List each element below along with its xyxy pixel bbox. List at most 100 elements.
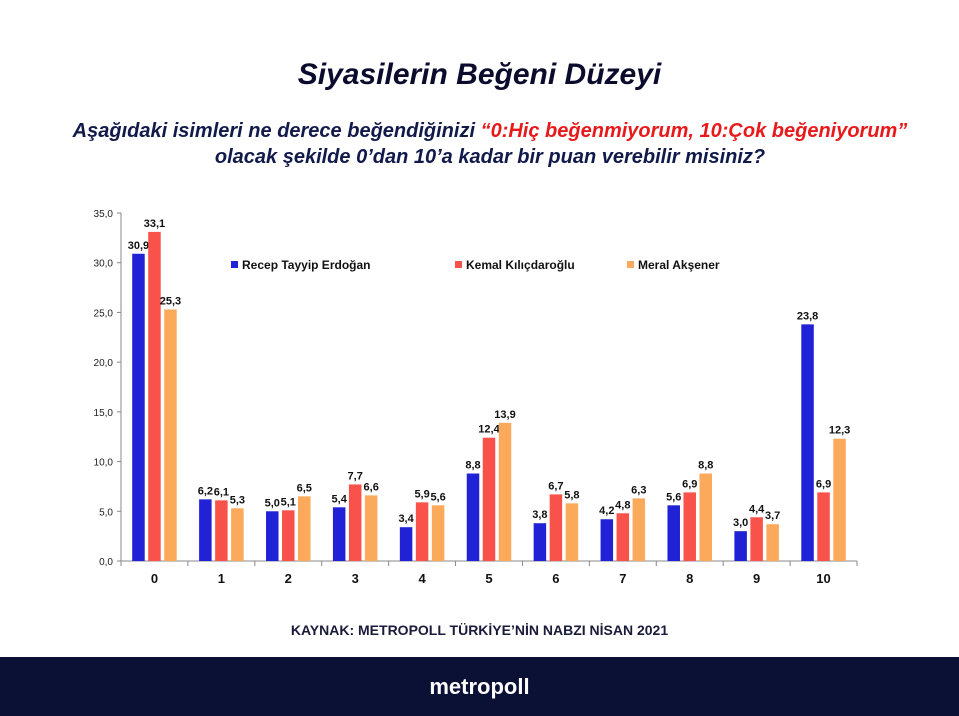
bar [600, 519, 614, 561]
x-tick-label: 2 [285, 571, 292, 586]
bar [348, 484, 362, 561]
bar [699, 473, 712, 561]
data-label: 6,6 [364, 481, 379, 493]
y-tick-label: 10,0 [94, 458, 114, 469]
data-label: 6,9 [682, 478, 697, 490]
data-label: 3,7 [765, 510, 780, 522]
legend-swatch [455, 261, 462, 268]
bar [683, 492, 696, 561]
y-tick-label: 5,0 [99, 507, 113, 518]
data-label: 5,3 [230, 494, 245, 506]
bar [466, 473, 480, 561]
data-label: 12,3 [829, 425, 850, 437]
data-label: 5,6 [430, 491, 445, 503]
question-part1: Aşağıdaki isimleri ne derece beğendiğini… [72, 120, 481, 142]
legend-swatch [231, 261, 238, 268]
data-label: 6,1 [214, 486, 229, 498]
data-label: 8,8 [698, 460, 713, 472]
bar [164, 309, 177, 561]
data-label: 30,9 [128, 240, 149, 252]
bar [667, 505, 680, 561]
survey-question: Aşağıdaki isimleri ne derece beğendiğini… [40, 118, 940, 170]
data-label: 4,8 [615, 499, 630, 511]
bar [231, 508, 244, 561]
bar [399, 527, 413, 561]
bar [632, 498, 646, 561]
data-label: 13,9 [494, 409, 515, 421]
data-label: 5,6 [666, 491, 681, 503]
data-label: 33,1 [144, 218, 165, 230]
data-label: 6,7 [548, 480, 563, 492]
bar [616, 513, 630, 561]
bar [533, 523, 547, 561]
data-label: 8,8 [465, 460, 480, 472]
bar [565, 503, 579, 561]
bar [801, 324, 814, 561]
page-title: Siyasilerin Beğeni Düzeyi [297, 58, 662, 91]
bar [364, 495, 378, 561]
bar [199, 499, 212, 561]
data-label: 7,7 [348, 470, 363, 482]
data-label: 23,8 [797, 310, 818, 322]
data-label: 5,1 [281, 496, 296, 508]
y-tick-label: 25,0 [94, 308, 114, 319]
data-label: 4,4 [749, 503, 765, 515]
data-label: 3,4 [398, 513, 414, 525]
x-tick-label: 8 [686, 571, 693, 586]
x-tick-label: 6 [552, 571, 559, 586]
y-tick-label: 15,0 [94, 408, 114, 419]
footer-band [0, 657, 959, 716]
y-tick-label: 30,0 [94, 259, 114, 270]
bar [132, 253, 145, 561]
bar [431, 505, 445, 561]
data-label: 5,9 [414, 488, 429, 500]
bar [766, 524, 779, 561]
question-part2: olacak şekilde 0’dan 10’a kadar bir puan… [214, 146, 766, 168]
bar [817, 492, 830, 561]
data-label: 5,0 [265, 497, 280, 509]
legend-label: Recep Tayyip Erdoğan [242, 258, 370, 272]
bar [215, 500, 228, 561]
data-label: 5,8 [564, 489, 579, 501]
bar-chart: 0,05,010,015,020,025,030,035,0030,933,12… [94, 209, 858, 586]
data-label: 6,2 [198, 485, 213, 497]
data-label: 4,2 [599, 505, 614, 517]
source-note: KAYNAK: METROPOLL TÜRKİYE’NİN NABZI NİSA… [290, 622, 669, 638]
x-tick-label: 4 [418, 571, 426, 586]
x-tick-label: 1 [218, 571, 225, 586]
bar [332, 507, 346, 561]
data-label: 25,3 [160, 295, 181, 307]
bar [282, 510, 295, 561]
x-tick-label: 5 [485, 571, 492, 586]
bar [266, 511, 279, 561]
data-label: 12,4 [478, 424, 500, 436]
y-tick-label: 20,0 [94, 358, 114, 369]
data-label: 6,3 [631, 484, 646, 496]
x-tick-label: 10 [816, 571, 830, 586]
legend-label: Meral Akşener [638, 258, 720, 272]
y-tick-label: 0,0 [99, 557, 113, 568]
bar [549, 494, 563, 561]
y-tick-label: 35,0 [94, 209, 114, 220]
x-tick-label: 7 [619, 571, 626, 586]
bar [734, 531, 747, 561]
brand-logo: metropoll [429, 674, 530, 699]
data-label: 5,4 [332, 493, 348, 505]
legend-label: Kemal Kılıçdaroğlu [466, 258, 575, 272]
bar [750, 517, 763, 561]
legend-swatch [627, 261, 634, 268]
data-label: 3,8 [532, 509, 547, 521]
question-scale: “0:Hiç beğenmiyorum, 10:Çok beğeniyorum” [480, 120, 908, 142]
bar [833, 438, 846, 561]
bar [415, 502, 429, 561]
data-label: 6,9 [816, 478, 831, 490]
x-tick-label: 9 [753, 571, 760, 586]
bar [482, 437, 496, 561]
bar [298, 496, 311, 561]
bar [498, 422, 512, 561]
data-label: 3,0 [733, 517, 748, 529]
x-tick-label: 3 [352, 571, 359, 586]
x-tick-label: 0 [151, 571, 158, 586]
bar [148, 231, 161, 562]
data-label: 6,5 [297, 482, 312, 494]
